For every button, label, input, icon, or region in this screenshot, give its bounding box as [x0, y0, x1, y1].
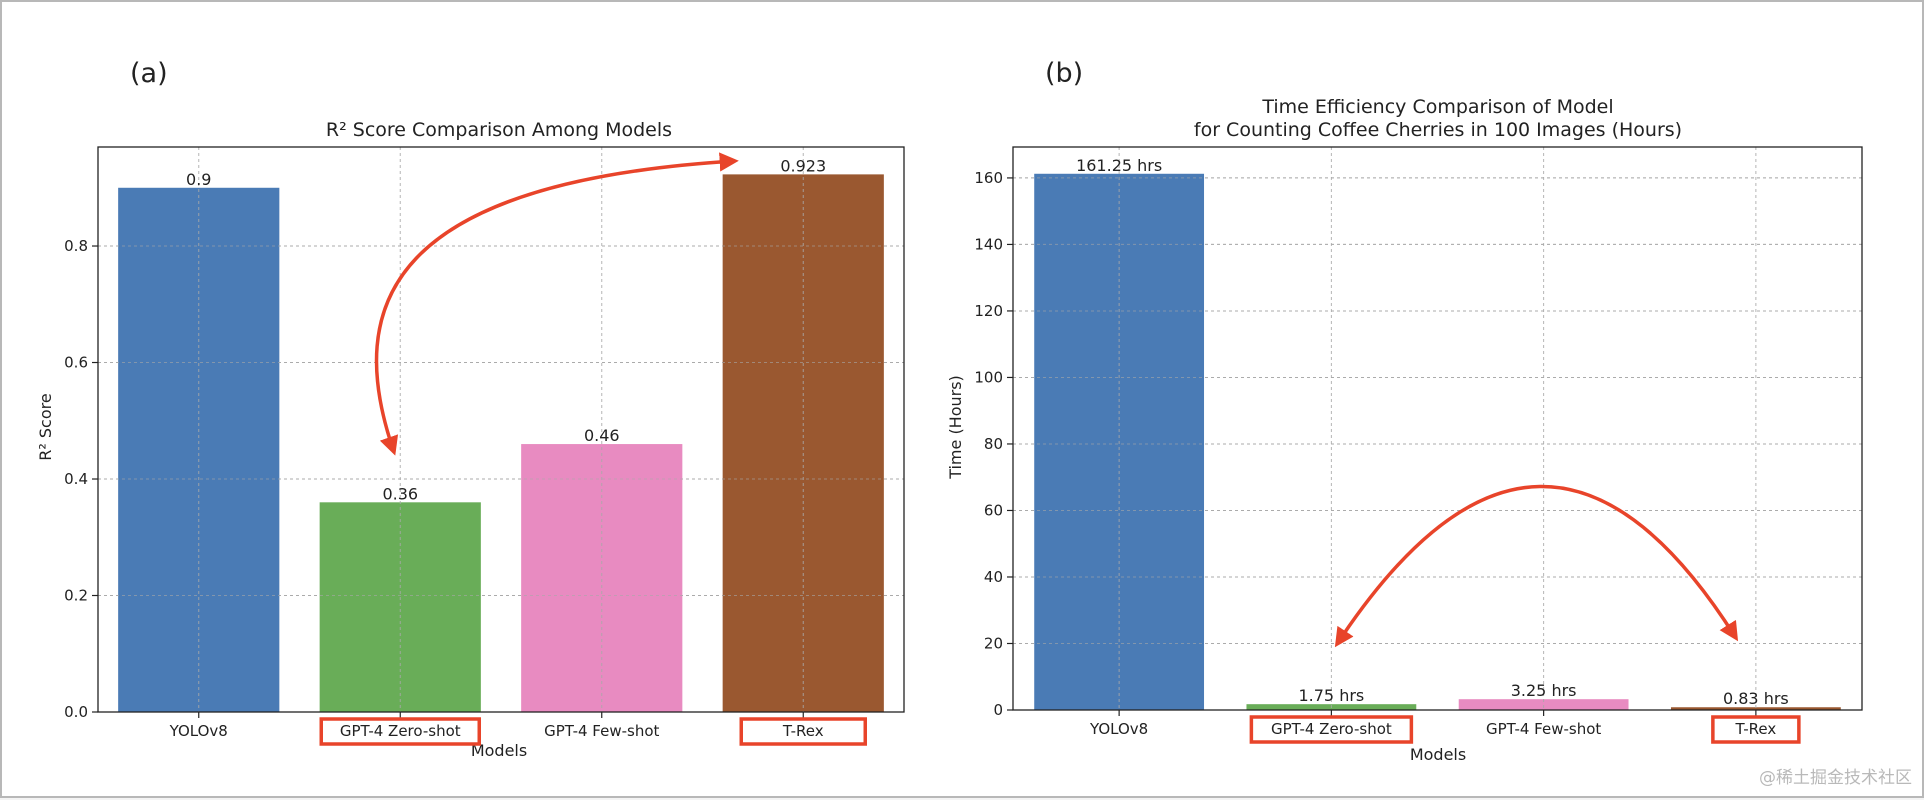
- x-tick-label: GPT-4 Zero-shot: [340, 722, 461, 740]
- x-tick-label: T-Rex: [1734, 720, 1776, 738]
- bar: [1670, 707, 1841, 710]
- bar-value-label: 1.75 hrs: [1298, 686, 1364, 705]
- chart-b-title-line2: for Counting Coffee Cherries in 100 Imag…: [1194, 119, 1682, 141]
- chart-a-plot: 0.0 0.2 0.4 0.6 0.8 YOLOv8 GPT-4 Zero-shot GPT-…: [64, 146, 905, 746]
- x-tick-label: YOLOv8: [1089, 720, 1148, 738]
- y-tick-label: 140: [974, 235, 1003, 253]
- y-tick-label: 0.6: [64, 354, 88, 372]
- bar-value-label: 0.9: [186, 170, 211, 189]
- x-tick-label: GPT-4 Zero-shot: [1271, 720, 1392, 738]
- y-tick-label: 0.4: [64, 470, 88, 488]
- bar: [1458, 699, 1629, 710]
- y-tick-label: 60: [984, 501, 1003, 519]
- x-tick-label: YOLOv8: [169, 722, 228, 740]
- bar-value-label: 0.46: [584, 426, 620, 445]
- bar-value-label: 0.923: [780, 156, 826, 175]
- panel-b-label: (b): [1045, 58, 1083, 89]
- chart-a-arrow: [374, 152, 739, 456]
- axes-frame: [1012, 146, 1863, 711]
- y-tick-label: 0: [993, 701, 1003, 719]
- highlight-box: [319, 717, 481, 746]
- chart-b-title-line1: Time Efficiency Comparison of Model: [1261, 96, 1613, 118]
- chart-a-ylabel: R² Score: [36, 393, 55, 460]
- bar-value-label: 0.83 hrs: [1723, 689, 1789, 708]
- y-tick-label: 80: [984, 435, 1003, 453]
- bar-value-label: 3.25 hrs: [1511, 681, 1577, 700]
- y-tick-label: 0.2: [64, 587, 88, 605]
- y-tick-label: 40: [984, 568, 1003, 586]
- x-tick-label: GPT-4 Few-shot: [1486, 720, 1601, 738]
- chart-b-ylabel: Time (Hours): [946, 375, 965, 480]
- y-tick-label: 160: [974, 169, 1003, 187]
- bar-value-label: 161.25 hrs: [1076, 156, 1162, 175]
- chart-b: (b) Time Efficiency Comparison of Model …: [946, 58, 1863, 764]
- bar-value-label: 0.36: [382, 484, 418, 503]
- y-tick-label: 120: [974, 302, 1003, 320]
- y-tick-label: 100: [974, 368, 1003, 386]
- chart-a: (a) R² Score Comparison Among Models Mod…: [36, 58, 905, 760]
- x-tick-label: GPT-4 Few-shot: [544, 722, 659, 740]
- y-tick-label: 20: [984, 634, 1003, 652]
- bar: [521, 444, 683, 712]
- chart-a-title: R² Score Comparison Among Models: [326, 119, 672, 141]
- watermark: @稀土掘金技术社区: [1759, 768, 1912, 788]
- highlight-box: [739, 717, 867, 746]
- chart-b-plot: 0 20 40 60 80 100 120 140 160 YOLOv8 GPT-4 Zero-sh…: [974, 146, 1863, 744]
- chart-a-xlabel: Models: [471, 741, 527, 760]
- axes-frame: [97, 146, 905, 713]
- y-tick-label: 0.0: [64, 703, 88, 721]
- x-tick-label: T-Rex: [782, 722, 824, 740]
- highlight-box: [1249, 715, 1414, 744]
- chart-b-xlabel: Models: [1410, 745, 1466, 764]
- highlight-box: [1711, 715, 1801, 744]
- panel-a-label: (a): [130, 58, 168, 89]
- chart-b-arrow: [1334, 484, 1739, 648]
- y-tick-label: 0.8: [64, 237, 88, 255]
